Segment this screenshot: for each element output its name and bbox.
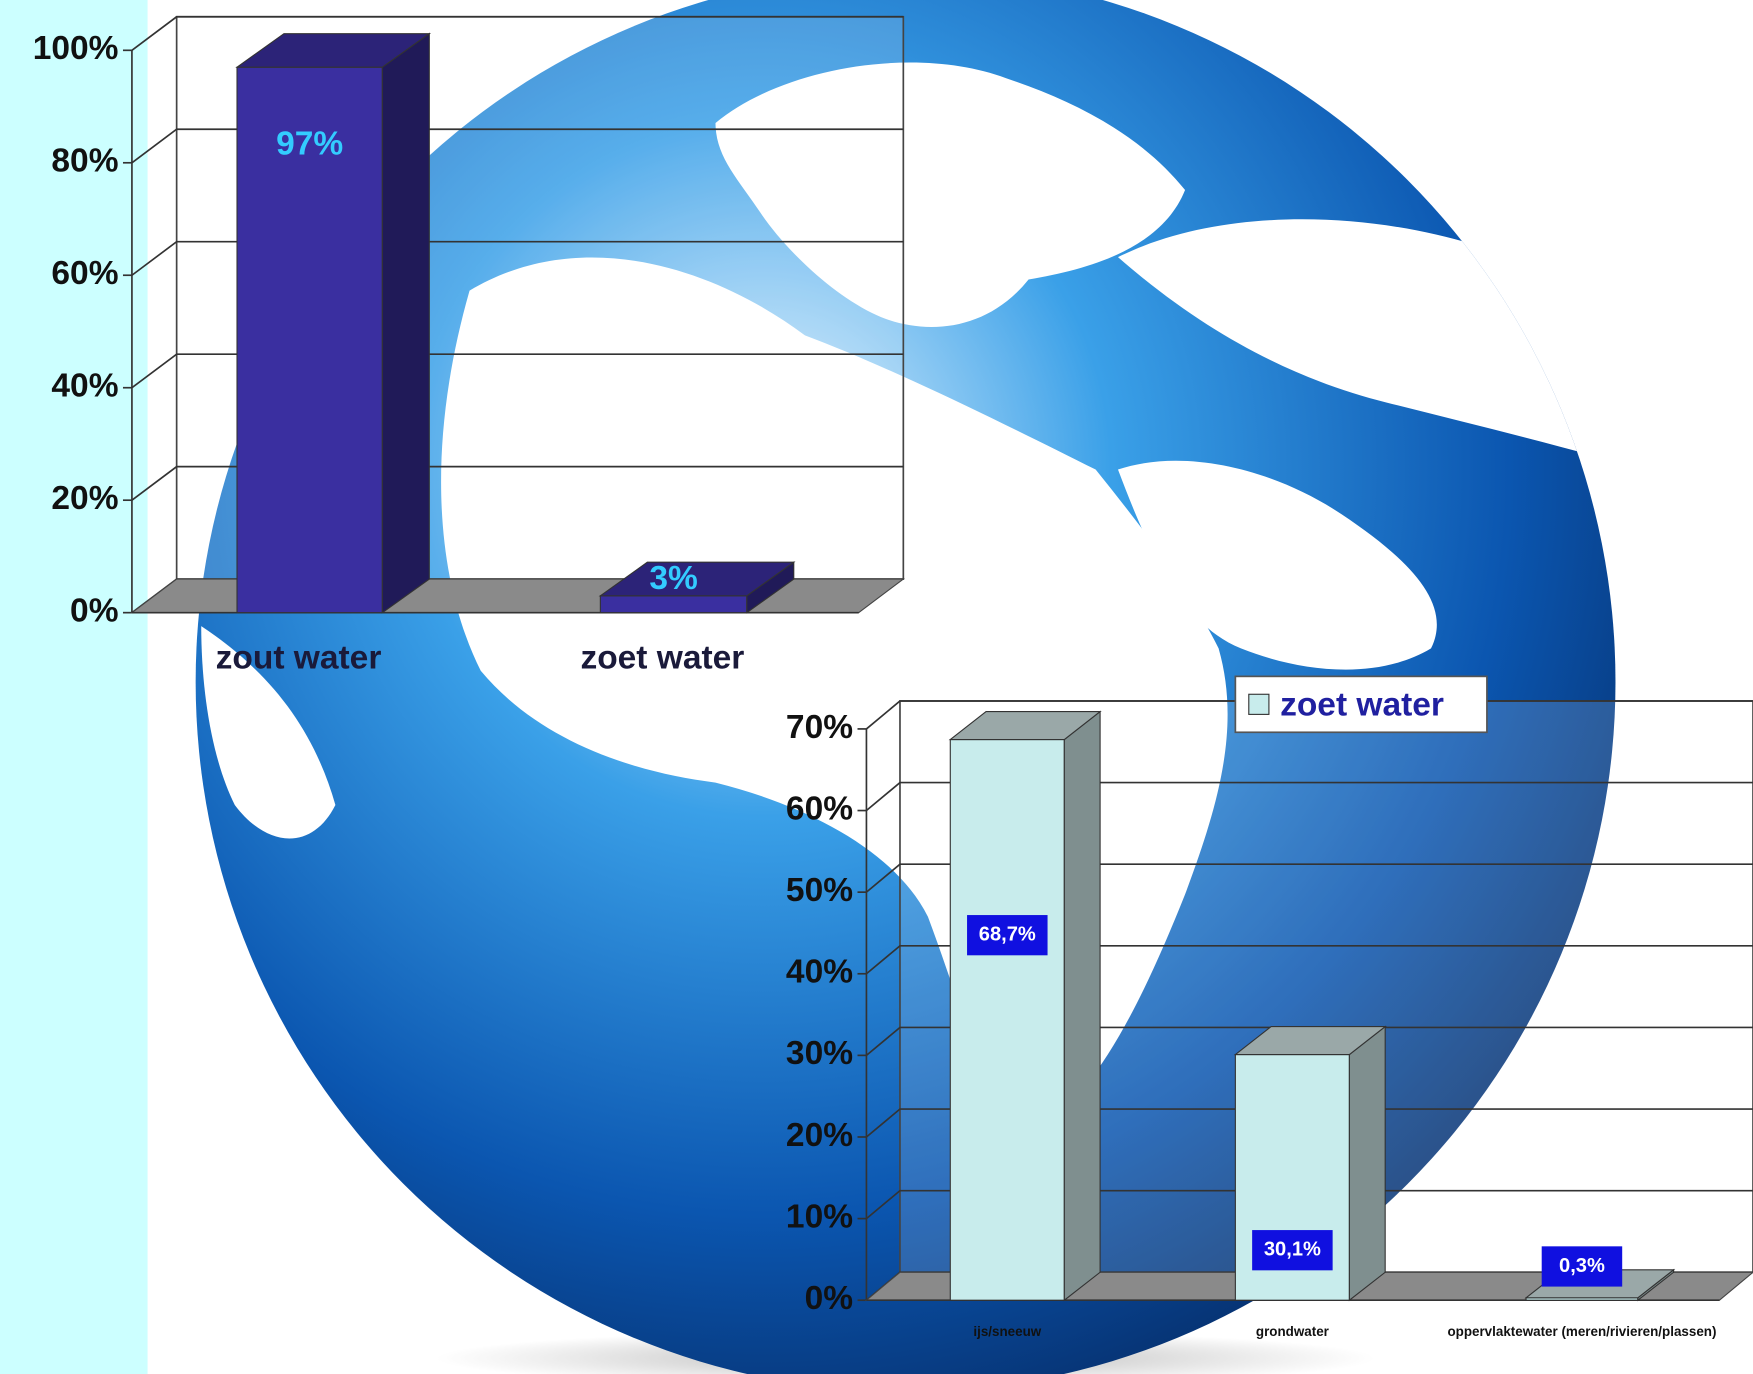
grid-line [865,944,1753,975]
grid-line [865,1108,1753,1138]
legend-swatch [1248,693,1270,715]
y-tick-label: 0% [70,593,118,630]
bar-top [1233,1026,1387,1056]
bar-side [1348,1025,1386,1302]
bar [948,710,1102,1302]
y-tick-label: 40% [51,368,118,405]
x-tick-label: zout water [216,639,382,676]
legend-label: zoet water [1280,686,1444,723]
bar-front [949,738,1065,1301]
value-label: 30,1% [1264,1239,1321,1261]
grid-line [131,15,904,51]
y-tick-label: 50% [786,872,853,909]
y-tick-label: 100% [33,30,119,67]
y-tick-label: 0% [805,1280,853,1317]
x-tick-label: oppervlaktewater (meren/rivieren/plassen… [1447,1324,1716,1339]
grid-line [131,353,904,389]
grid-line [865,781,1753,812]
grid-line [131,465,904,501]
value-label-box [1541,1246,1623,1287]
bar-side [1063,710,1101,1302]
x-tick-label: zoet water [580,639,744,676]
bar-top [948,711,1102,741]
bar [235,32,432,614]
y-tick-label: 20% [786,1117,853,1154]
grid-line [865,1189,1753,1220]
value-label-box [1252,1230,1333,1271]
bar-front [599,595,748,614]
grid-line [131,240,904,276]
bar-top [598,561,796,597]
value-label: 3% [649,560,697,597]
y-tick-label: 80% [51,143,118,180]
value-label-box [967,915,1048,956]
y-tick-label: 60% [786,790,853,827]
grid-line [865,863,1753,893]
value-label: 97% [276,125,343,162]
value-label: 0,3% [1559,1255,1605,1277]
side-strip [0,0,148,1374]
bar [598,561,796,614]
y-tick-label: 70% [786,709,853,746]
bar-top [235,33,432,68]
bar-side [381,32,430,614]
x-tick-label: grondwater [1256,1324,1330,1339]
y-tick-label: 60% [51,255,118,292]
bar-front [236,66,383,614]
y-tick-label: 40% [786,954,853,991]
y-tick-label: 30% [786,1035,853,1072]
value-label: 68,7% [979,923,1036,945]
x-tick-label: ijs/sneeuw [973,1324,1041,1339]
y-tick-label: 10% [786,1198,853,1235]
grid-line [865,1026,1753,1057]
grid-line [131,128,904,164]
y-tick-label: 20% [51,480,118,517]
legend-box [1234,675,1488,734]
